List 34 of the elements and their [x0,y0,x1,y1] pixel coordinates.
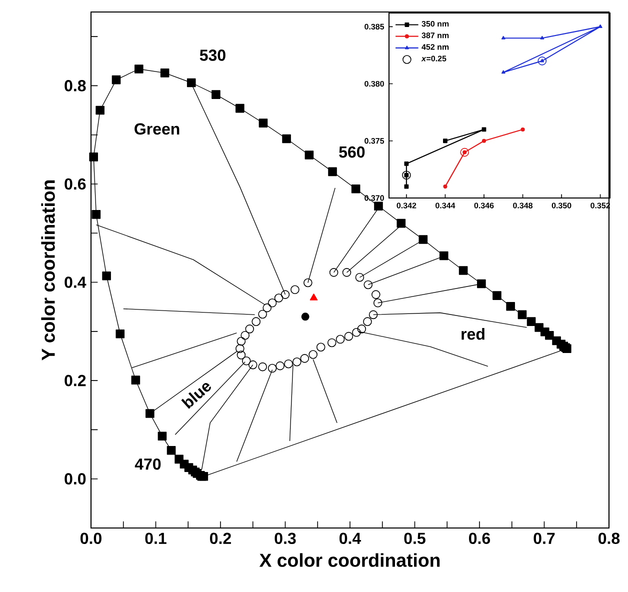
y-tick-label: 0.4 [64,276,86,288]
legend-label: 387 nm [422,32,449,38]
annotation: blue [181,383,211,409]
annotation: red [462,328,484,340]
y-axis-title: Y color coordination [41,180,55,360]
x-tick-label: 0.5 [404,532,426,544]
x-tick-label: 0.4 [340,532,362,544]
legend-label: 452 nm [422,44,449,50]
x-tick-label: 0.8 [598,532,620,544]
x-tick-label: 0.348 [513,202,533,208]
y-tick-label: 0.375 [364,138,384,144]
x-tick-label: 0.3 [274,532,296,544]
y-tick-label: 0.8 [64,80,86,92]
x-tick-label: 0.7 [534,532,555,544]
annotation: 470 [134,458,161,470]
x-tick-label: 0.0 [80,532,102,544]
legend-label: x=0.25 [421,56,446,62]
annotation: 530 [200,50,226,61]
x-tick-label: 0.2 [210,532,231,544]
x-tick-label: 0.346 [474,202,494,208]
x-tick-label: 0.350 [552,202,572,208]
annotation: Green [134,123,180,135]
y-tick-label: 0.6 [64,178,86,190]
legend-label: 350 nm [422,20,449,27]
x-tick-label: 0.6 [468,532,490,544]
annotation: 560 [339,146,365,158]
y-tick-label: 0.0 [64,473,86,484]
x-tick-label: 0.1 [145,532,166,544]
y-tick-label: 0.380 [364,80,384,87]
x-tick-label: 0.344 [436,202,456,208]
y-tick-label: 0.2 [64,374,86,386]
x-axis-title: X color coordination [259,553,440,567]
y-tick-label: 0.385 [364,24,384,30]
x-tick-label: 0.342 [396,202,416,208]
